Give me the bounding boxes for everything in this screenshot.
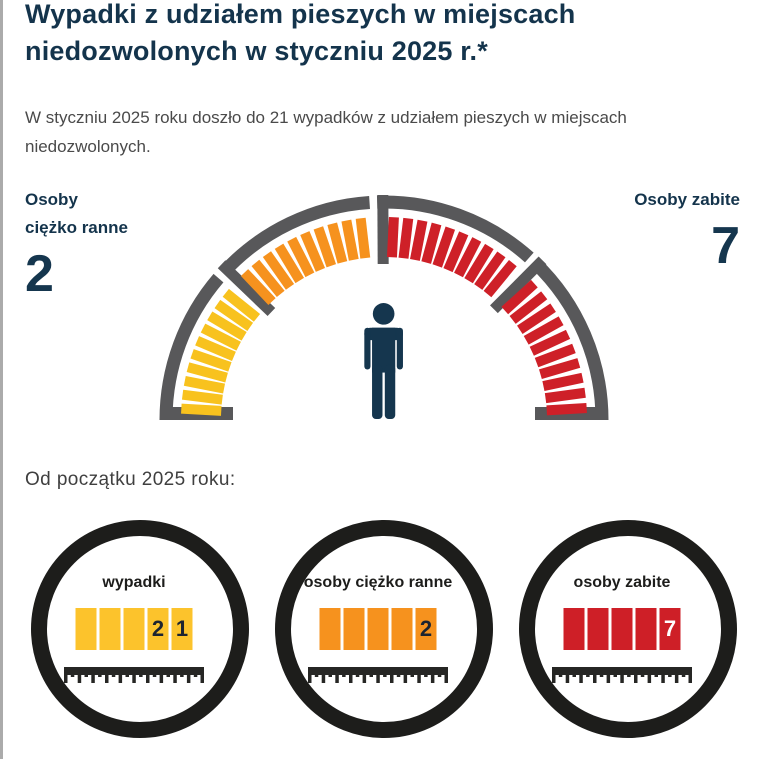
ruler-icon [64, 667, 204, 683]
counter-card-accidents: wypadki 2 1 [31, 520, 249, 738]
label-line-1: Osoby [25, 190, 78, 209]
severe-injuries-metric: Osoby ciężko ranne 2 [25, 186, 128, 300]
ruler-icon [552, 667, 692, 683]
fatalities-metric: Osoby zabite 7 [634, 186, 740, 272]
severe-injuries-label: Osoby ciężko ranne [25, 186, 128, 242]
odometer-block [75, 608, 97, 650]
odometer-block [563, 608, 585, 650]
severe-injuries-value: 2 [25, 245, 54, 303]
counter-content: wypadki 2 1 [41, 536, 227, 722]
counter-label: osoby zabite [573, 574, 671, 591]
counter-card-severe-injuries: osoby ciężko ranne 2 [275, 520, 493, 738]
counter-content: osoby zabite 7 [529, 536, 715, 722]
intro-text: W styczniu 2025 roku doszło do 21 wypadk… [25, 108, 627, 156]
odometer-block [343, 608, 365, 650]
counter-label: osoby ciężko ranne [303, 574, 453, 591]
odometer-block: 7 [659, 608, 681, 650]
counter-content: osoby ciężko ranne 2 [285, 536, 471, 722]
odometer-block: 2 [147, 608, 169, 650]
pedestrian-icon [364, 303, 403, 419]
odometer-block: 2 [415, 608, 437, 650]
odometer: 2 [319, 608, 437, 650]
odometer-block [611, 608, 633, 650]
label-line-2: ciężko ranne [25, 218, 128, 237]
counter-card-fatalities: osoby zabite 7 [519, 520, 737, 738]
counter-label: wypadki [102, 574, 166, 591]
fatalities-label: Osoby zabite [634, 190, 740, 209]
odometer: 2 1 [75, 608, 193, 650]
odometer-block [367, 608, 389, 650]
odometer-block [123, 608, 145, 650]
speedometer-gauge [145, 186, 623, 432]
page-title: Wypadki z udziałem pieszych w miejscach … [25, 0, 576, 66]
fatalities-value: 7 [711, 217, 740, 275]
odometer-block: 1 [171, 608, 193, 650]
odometer-block [391, 608, 413, 650]
odometer-block [635, 608, 657, 650]
odometer-block [99, 608, 121, 650]
gauge-dial [159, 194, 609, 421]
odometer: 7 [563, 608, 681, 650]
section-heading: Od początku 2025 roku: [25, 469, 236, 490]
ruler-icon [308, 667, 448, 683]
left-border-divider [0, 0, 3, 759]
odometer-block [319, 608, 341, 650]
odometer-block [587, 608, 609, 650]
